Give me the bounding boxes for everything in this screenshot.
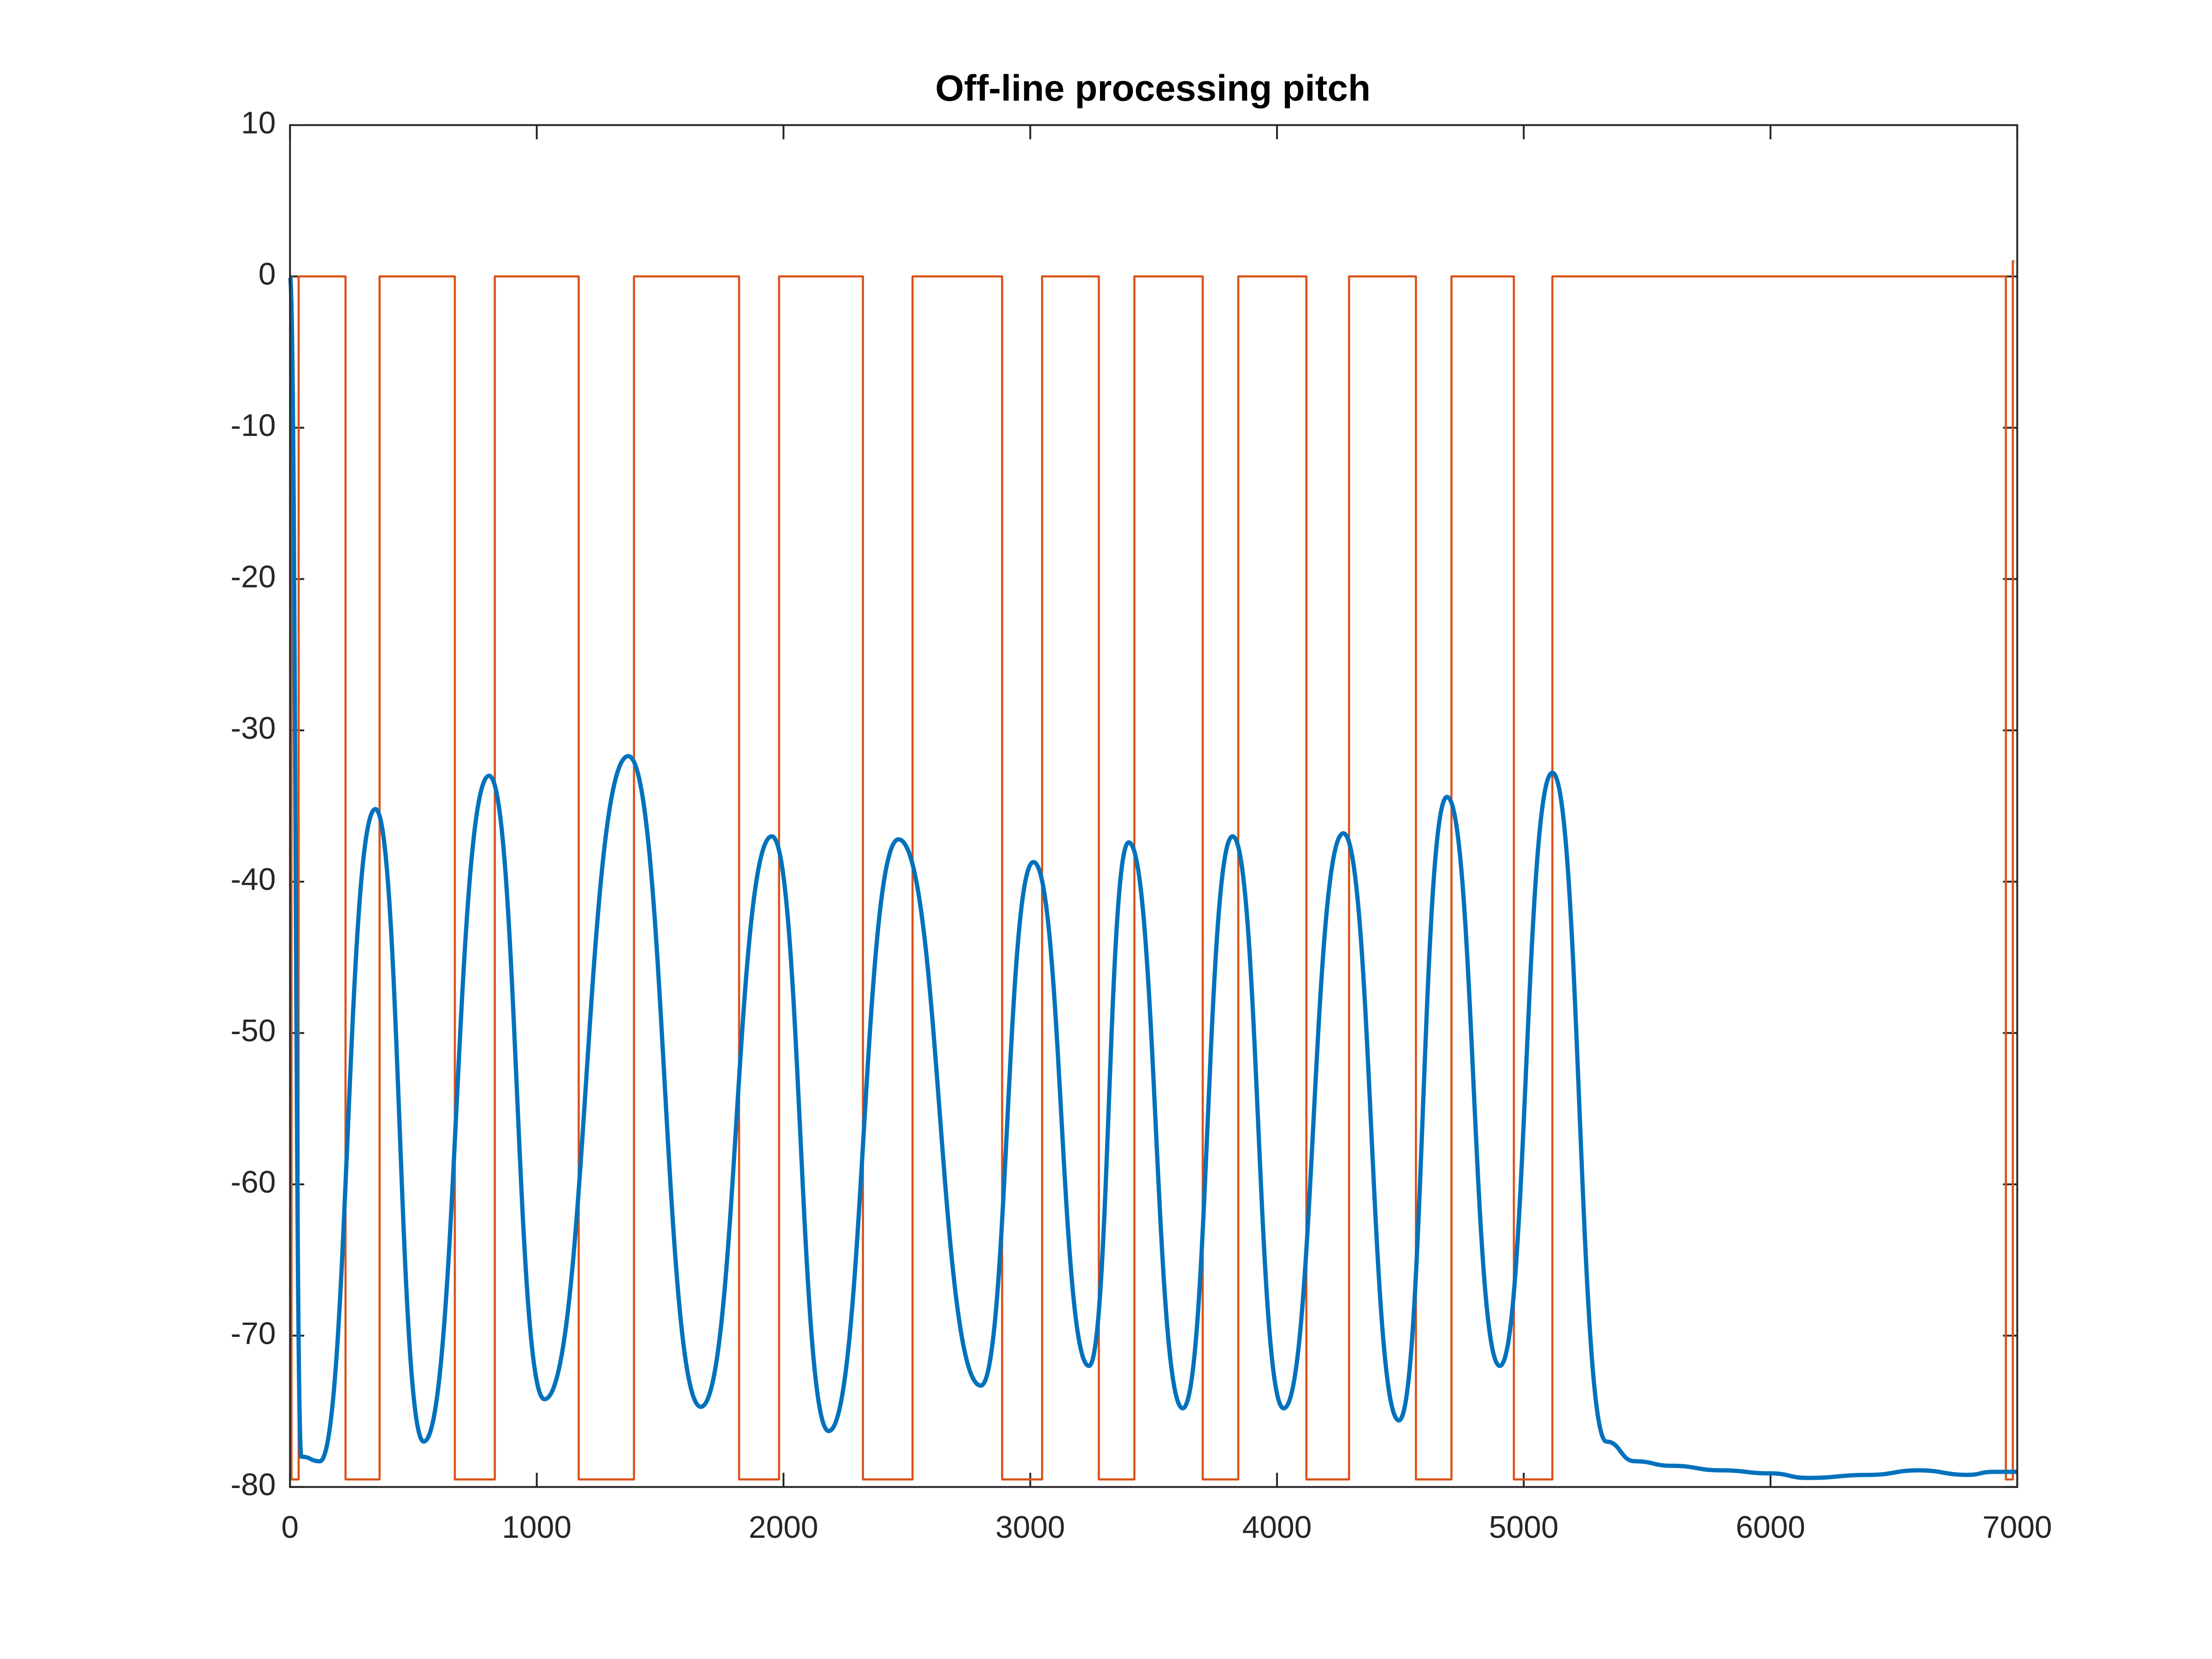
- y-tick-label: 10: [241, 106, 276, 140]
- x-tick-label: 2000: [749, 1510, 818, 1545]
- y-tick-label: -80: [230, 1468, 276, 1502]
- y-tick-label: -70: [230, 1316, 276, 1351]
- x-tick-label: 6000: [1735, 1510, 1805, 1545]
- y-tick-label: -30: [230, 711, 276, 746]
- x-tick-label: 1000: [502, 1510, 571, 1545]
- y-tick-label: -60: [230, 1165, 276, 1200]
- line-series: [290, 260, 2014, 1481]
- x-tick-label: 0: [281, 1510, 299, 1545]
- y-tick-label: -10: [230, 408, 276, 443]
- axes-box: [289, 124, 2018, 1488]
- x-tick-label: 5000: [1489, 1510, 1559, 1545]
- x-tick-label: 3000: [995, 1510, 1065, 1545]
- y-tick-label: -40: [230, 862, 276, 897]
- line-series: [288, 274, 2018, 1480]
- chart-title: Off-line processing pitch: [935, 67, 1371, 109]
- y-tick-label: -50: [230, 1014, 276, 1048]
- y-tick-label: -20: [230, 559, 276, 594]
- x-tick-label: 4000: [1242, 1510, 1312, 1545]
- x-tick-label: 7000: [1983, 1510, 2052, 1545]
- y-tick-label: 0: [259, 257, 276, 292]
